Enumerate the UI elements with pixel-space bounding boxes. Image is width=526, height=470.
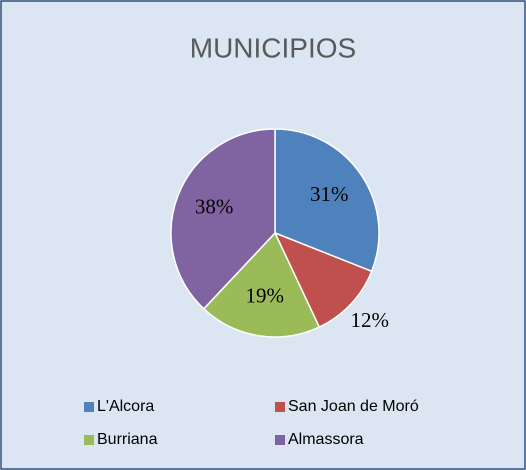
legend-label: Burriana <box>97 431 158 448</box>
data-label: 31% <box>310 182 349 206</box>
legend-swatch <box>84 435 94 445</box>
pie-slice <box>202 231 321 338</box>
legend-label: Almassora <box>288 431 364 448</box>
legend-swatch <box>84 402 94 412</box>
legend-label: L'Alcora <box>97 398 154 415</box>
data-label: 19% <box>246 284 285 308</box>
pie-slice <box>170 128 276 310</box>
legend-label: San Joan de Moró <box>288 398 419 415</box>
pie-slice <box>273 231 373 329</box>
data-label: 12% <box>351 308 390 332</box>
chart-title: MUNICIPIOS <box>190 32 356 63</box>
data-label: 38% <box>195 195 234 219</box>
legend-swatch <box>275 402 285 412</box>
pie-slice <box>274 128 380 273</box>
legend-swatch <box>275 435 285 445</box>
